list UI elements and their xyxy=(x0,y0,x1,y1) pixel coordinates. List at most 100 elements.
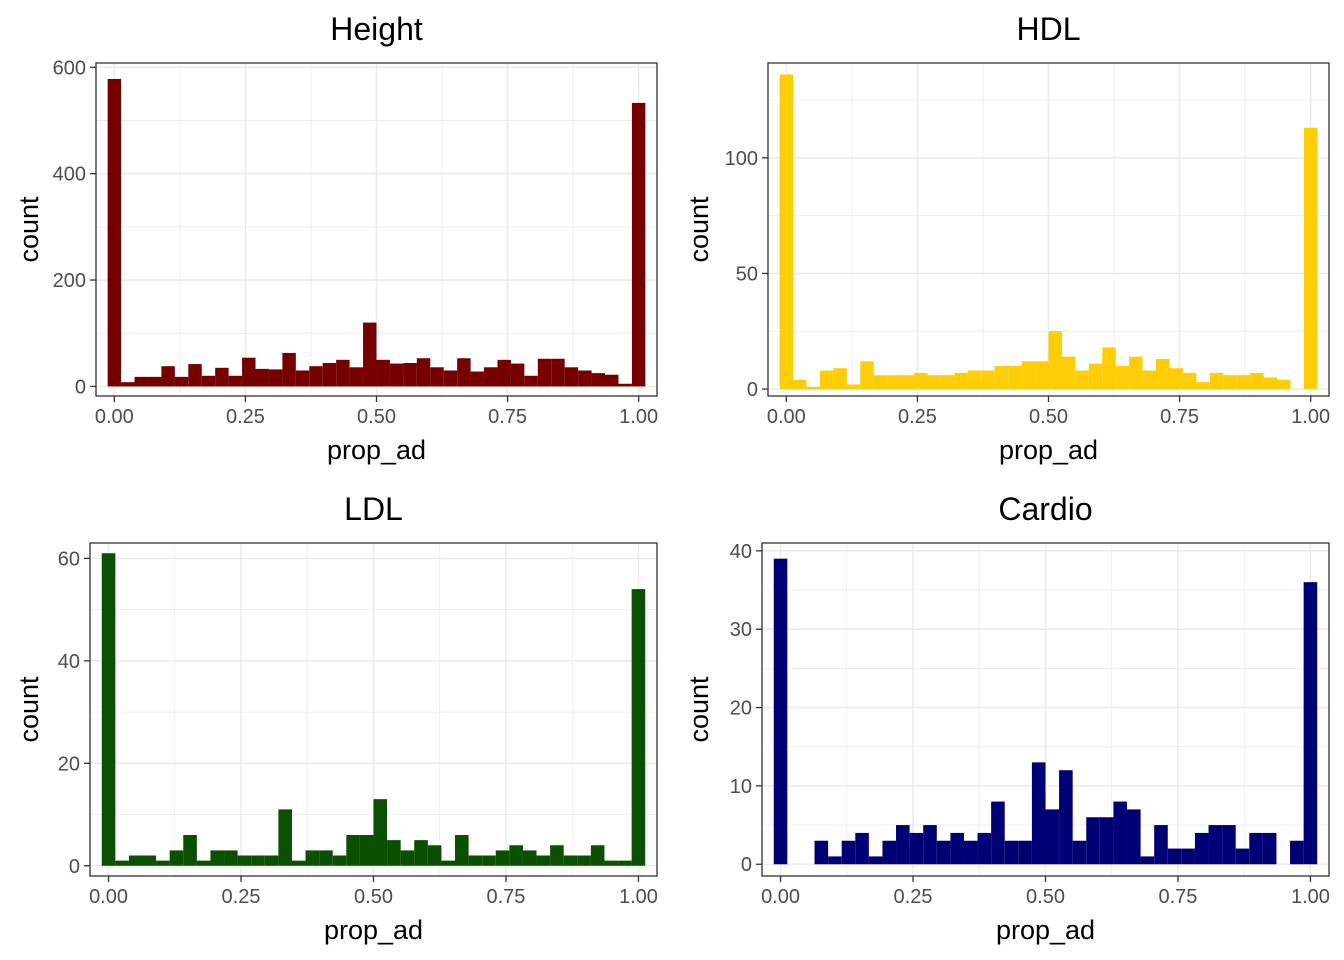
histogram-bar xyxy=(359,835,374,866)
histogram-bar xyxy=(455,835,469,866)
histogram-bar xyxy=(1223,375,1237,390)
histogram-bar xyxy=(927,375,941,390)
histogram-bar xyxy=(1156,359,1170,390)
histogram-bar xyxy=(950,832,964,865)
histogram-bar xyxy=(242,357,256,387)
x-axis-title: prop_ad xyxy=(324,915,423,945)
y-tick-label: 60 xyxy=(58,548,80,570)
x-tick-label: 0.25 xyxy=(222,886,261,908)
histogram-bar xyxy=(909,832,924,865)
histogram-bar xyxy=(332,855,347,866)
histogram-bar xyxy=(1115,365,1130,390)
histogram-bar xyxy=(509,845,523,866)
y-tick-label: 40 xyxy=(730,541,752,563)
x-tick-label: 1.00 xyxy=(619,406,658,428)
histogram-bar xyxy=(336,359,350,387)
histogram-bar xyxy=(416,358,431,387)
histogram-bar xyxy=(430,367,444,387)
histogram-bar xyxy=(470,371,485,387)
histogram-bar xyxy=(251,855,265,866)
x-tick-label: 0.25 xyxy=(894,886,933,908)
histogram-bar xyxy=(1099,817,1114,865)
histogram-bar xyxy=(841,840,856,865)
histogram-bar xyxy=(1181,848,1195,865)
histogram-bar xyxy=(1250,372,1264,390)
histogram-bar xyxy=(900,375,915,390)
y-tick-label: 20 xyxy=(58,753,80,775)
histogram-bar xyxy=(1102,347,1116,390)
histogram-bar xyxy=(954,372,968,390)
histogram-bar xyxy=(578,370,592,387)
histogram-bar xyxy=(215,367,229,387)
y-tick-label: 600 xyxy=(53,57,86,79)
histogram-bar xyxy=(887,375,901,390)
histogram-bar xyxy=(977,832,992,865)
histogram-bar xyxy=(373,799,388,866)
histogram-bar xyxy=(618,383,632,387)
histogram-bar xyxy=(309,366,323,387)
histogram-bar xyxy=(940,375,955,390)
histogram-bar xyxy=(427,845,442,866)
x-axis-title: prop_ad xyxy=(327,435,426,465)
histogram-bar xyxy=(268,369,283,387)
x-tick-label: 1.00 xyxy=(619,886,658,908)
y-axis-title: count xyxy=(14,196,44,263)
histogram-bar xyxy=(142,855,157,866)
x-tick-label: 0.50 xyxy=(357,406,396,428)
y-tick-label: 0 xyxy=(741,854,752,876)
panel-title: HDL xyxy=(1016,11,1080,47)
histogram-bar xyxy=(563,855,578,866)
histogram-bar xyxy=(1075,370,1089,390)
y-tick-label: 40 xyxy=(58,651,80,673)
histogram-bar xyxy=(914,372,928,390)
panel-title: Height xyxy=(330,11,423,47)
y-tick-label: 200 xyxy=(53,270,86,292)
histogram-bar xyxy=(814,840,829,865)
histogram-bar xyxy=(101,553,116,866)
histogram-bar xyxy=(1072,840,1087,865)
histogram-bar xyxy=(121,382,135,387)
histogram-bar xyxy=(1127,809,1141,865)
histogram-bar xyxy=(1008,365,1022,390)
histogram-bar xyxy=(387,840,401,866)
y-tick-label: 0 xyxy=(69,856,80,878)
histogram-bar xyxy=(967,370,982,390)
histogram-bar xyxy=(1196,382,1210,390)
histogram-bar xyxy=(457,358,471,387)
histogram-bar xyxy=(522,850,537,866)
x-tick-label: 0.75 xyxy=(1159,886,1198,908)
histogram-bar xyxy=(605,374,619,387)
panel-title: LDL xyxy=(344,491,403,527)
histogram-bar xyxy=(1031,762,1046,865)
histogram-bar xyxy=(590,845,605,866)
histogram-bar xyxy=(860,361,874,390)
histogram-bar xyxy=(1303,582,1318,865)
histogram-bar xyxy=(1113,801,1128,865)
histogram-bar xyxy=(237,855,252,866)
panel-hdl: 0.00 0.25 0.50 0.75 1.00 0 50 100 HDL prop_ad coun… xyxy=(684,11,1330,465)
histogram-bar xyxy=(1222,825,1236,865)
histogram-bar xyxy=(346,835,360,866)
histogram-bar xyxy=(510,363,525,387)
panel-ldl: 0.00 0.25 0.50 0.75 1.00 0 20 40 60 LDL prop_ad cou… xyxy=(14,491,658,945)
x-tick-label: 0.75 xyxy=(488,406,527,428)
histogram-bar xyxy=(604,860,619,866)
histogram-bar xyxy=(115,860,129,866)
histogram-bar xyxy=(896,825,910,865)
histogram-bar xyxy=(414,840,428,866)
histogram-bar xyxy=(497,359,511,387)
histogram-bar xyxy=(1182,372,1197,390)
histogram-bar xyxy=(389,363,404,387)
histogram-bar xyxy=(1086,817,1100,865)
histogram-bar xyxy=(295,370,310,387)
histogram-bar xyxy=(278,809,292,866)
histogram-bar xyxy=(161,366,175,387)
histogram-bar xyxy=(773,558,788,865)
histogram-bar xyxy=(128,855,143,866)
x-tick-label: 0.50 xyxy=(1029,406,1068,428)
histogram-bar xyxy=(855,832,869,865)
histogram-bar xyxy=(591,373,606,387)
histogram-bar xyxy=(134,376,148,387)
histogram-bar xyxy=(156,860,170,866)
